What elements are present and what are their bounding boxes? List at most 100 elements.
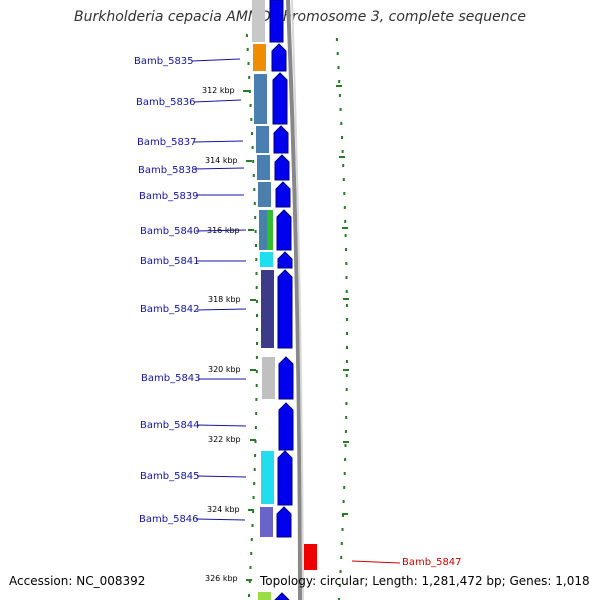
tick-dot	[345, 290, 348, 293]
gene-box-5845	[261, 451, 274, 504]
tick-dot	[339, 108, 342, 111]
gene-box-5842	[261, 270, 274, 348]
tick-dot	[254, 230, 257, 233]
tick-dot	[345, 402, 348, 405]
tick-dot	[343, 486, 346, 489]
tick-dot	[255, 370, 258, 373]
tick-dot	[341, 136, 343, 139]
tick-dot	[255, 244, 257, 247]
gene-label-5836: Bamb_5836	[136, 97, 196, 108]
cds-arrow-5838	[274, 154, 290, 181]
gene-box-5846	[260, 507, 273, 537]
tick-dot	[246, 48, 249, 51]
tick-dot	[254, 216, 257, 219]
tick-dot	[335, 38, 338, 41]
tick-dot	[344, 458, 347, 461]
partial-cds-top	[269, 0, 284, 43]
cds-arrows	[271, 43, 294, 600]
tick-dots-left	[245, 34, 258, 597]
tick-dot	[251, 132, 253, 135]
gene-label-5842: Bamb_5842	[140, 304, 200, 315]
cds-arrow-5836	[272, 72, 288, 125]
tick-dot	[344, 444, 347, 447]
leader-lines	[191, 58, 247, 521]
tick-marks	[243, 85, 349, 581]
tick-dot	[248, 90, 251, 93]
tick-dot	[256, 314, 258, 317]
tick-label-322: 322 kbp	[208, 435, 241, 444]
gene-box-5837	[256, 126, 269, 153]
tick-dot	[252, 510, 255, 513]
tick-dot	[344, 234, 347, 237]
tick-dot	[338, 584, 341, 587]
tick-dot	[338, 80, 341, 83]
gene-label-5844: Bamb_5844	[140, 420, 200, 431]
tick-dot	[340, 556, 343, 559]
cds-arrow-5845	[277, 450, 293, 506]
tick-dot	[248, 76, 251, 79]
tick-dot	[248, 594, 250, 597]
cds-arrow-bottom	[274, 592, 290, 600]
gene-box-5836	[254, 74, 267, 124]
tick-dot	[251, 524, 254, 527]
gene-box-5839	[258, 182, 271, 207]
tick-dot	[250, 552, 253, 555]
cds-arrow-5843	[278, 356, 294, 400]
cds-arrow-5844	[278, 402, 294, 451]
tick-dot	[345, 248, 347, 251]
cds-arrow-5840	[276, 209, 292, 251]
cds-arrow-5839	[275, 181, 291, 208]
accession-text: Accession: NC_008392	[9, 574, 146, 588]
cds-arrow-5846	[276, 506, 292, 538]
gene-box-5843	[262, 357, 275, 399]
tick-dot	[345, 388, 348, 391]
summary-text: Topology: circular; Length: 1,281,472 bp…	[260, 574, 590, 588]
map-title: Burkholderia cepacia AMMD chromosome 3, …	[74, 9, 526, 25]
backbone-inner	[291, 0, 304, 600]
tick-dot	[253, 188, 256, 191]
tick-dot	[345, 304, 348, 307]
gene-label-5835: Bamb_5835	[134, 56, 194, 67]
gene-label-5847: Bamb_5847	[402, 557, 462, 568]
tick-dot	[343, 206, 346, 209]
tick-dot	[249, 104, 252, 107]
gene-label-5839: Bamb_5839	[139, 191, 199, 202]
tick-dot	[346, 332, 348, 335]
tick-dot	[342, 164, 345, 167]
gene-label-5840: Bamb_5840	[140, 226, 200, 237]
tick-dot	[255, 356, 258, 359]
tick-dot	[345, 416, 348, 419]
tick-dot	[251, 146, 254, 149]
tick-dot	[256, 342, 258, 345]
tick-dot	[255, 398, 258, 401]
tick-dot	[248, 580, 251, 583]
tick-dot	[345, 262, 348, 265]
tick-dot	[255, 258, 258, 261]
tick-dot	[343, 192, 346, 195]
tick-dot	[344, 220, 347, 223]
tick-label-326: 326 kbp	[205, 574, 238, 583]
cds-arrow-5842	[277, 269, 293, 349]
tick-dot	[340, 542, 343, 545]
cds-arrow-5837	[273, 125, 289, 154]
tick-dot	[253, 202, 256, 205]
tick-dot	[341, 150, 344, 153]
tick-dot	[253, 468, 256, 471]
gene-box-5847	[304, 544, 317, 570]
tick-dot	[343, 472, 346, 475]
tick-dot	[336, 52, 339, 55]
tick-dot	[255, 286, 258, 289]
gene-label-5838: Bamb_5838	[138, 165, 198, 176]
gene-box-5841	[260, 252, 273, 267]
tick-dot	[345, 374, 348, 377]
tick-dot	[342, 178, 345, 181]
tick-dot	[346, 346, 348, 349]
backbone-outer	[286, 0, 302, 600]
gene-box-5840-green	[267, 210, 273, 250]
tick-dot	[250, 538, 253, 541]
gene-box-5838	[257, 155, 270, 180]
partial-gene-bottom	[258, 592, 271, 600]
tick-dot	[339, 570, 342, 573]
tick-dot	[337, 66, 340, 69]
gene-box-5840	[259, 210, 267, 250]
